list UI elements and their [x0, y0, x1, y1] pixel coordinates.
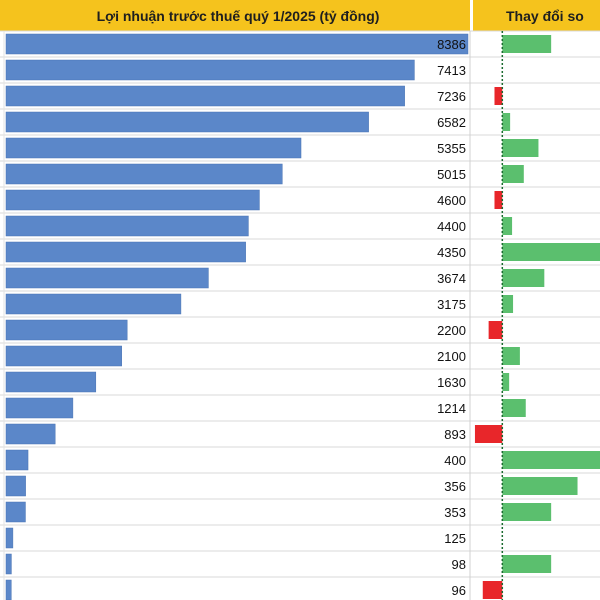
header-background: [0, 0, 600, 31]
profit-bar: [5, 345, 122, 367]
profit-value-label: 4400: [437, 219, 466, 234]
change-bar-positive: [502, 35, 552, 53]
profit-value-label: 125: [444, 531, 466, 546]
profit-bar: [5, 137, 302, 159]
change-bar-negative: [488, 321, 503, 339]
change-bar-positive: [502, 399, 526, 417]
profit-bar: [5, 241, 246, 263]
profit-value-label: 353: [444, 505, 466, 520]
profit-value-label: 4350: [437, 245, 466, 260]
profit-value-label: 8386: [437, 37, 466, 52]
profit-value-label: 5015: [437, 167, 466, 182]
change-bar-positive: [502, 217, 513, 235]
change-bar-positive: [502, 113, 511, 131]
change-bar-positive: [502, 139, 539, 157]
profit-bar: [5, 527, 14, 549]
change-bar-negative: [494, 87, 503, 105]
profit-bar: [5, 85, 405, 107]
profit-bar: [5, 475, 26, 497]
profit-value-label: 7236: [437, 89, 466, 104]
profit-bar: [5, 33, 469, 55]
profit-bar: [5, 189, 260, 211]
profit-bar: [5, 579, 12, 600]
profit-value-label: 5355: [437, 141, 466, 156]
profit-value-label: 1630: [437, 375, 466, 390]
profit-bar: [5, 111, 369, 133]
profit-value-label: 400: [444, 453, 466, 468]
change-bar-positive: [502, 243, 600, 261]
profit-value-label: 356: [444, 479, 466, 494]
chart-title: Lợi nhuận trước thuế quý 1/2025 (tỷ đồng…: [97, 8, 380, 24]
change-bar-negative: [482, 581, 503, 599]
change-bar-positive: [502, 451, 600, 469]
change-bar-positive: [502, 555, 552, 573]
change-bar-positive: [502, 503, 552, 521]
profit-bar: [5, 319, 128, 341]
profit-value-label: 3175: [437, 297, 466, 312]
profit-value-label: 2100: [437, 349, 466, 364]
profit-value-label: 6582: [437, 115, 466, 130]
change-bar-positive: [502, 165, 524, 183]
profit-value-label: 3674: [437, 271, 466, 286]
profit-bar: [5, 553, 12, 575]
profit-bar: [5, 397, 74, 419]
profit-value-label: 893: [444, 427, 466, 442]
profit-value-label: 1214: [437, 401, 466, 416]
change-bar-negative: [474, 425, 503, 443]
profit-value-label: 4600: [437, 193, 466, 208]
profit-bar: [5, 371, 97, 393]
profit-value-label: 2200: [437, 323, 466, 338]
profit-bar: [5, 423, 56, 445]
change-bar-negative: [494, 191, 503, 209]
profit-bar: [5, 59, 415, 81]
header-divider: [470, 0, 473, 31]
change-bar-positive: [502, 347, 520, 365]
profit-value-label: 7413: [437, 63, 466, 78]
profit-bar: [5, 215, 249, 237]
profit-bar: [5, 449, 29, 471]
profit-bar: [5, 163, 283, 185]
change-bar-positive: [502, 269, 545, 287]
change-bar-positive: [502, 477, 578, 495]
profit-value-label: 98: [452, 557, 466, 572]
profit-value-label: 96: [452, 583, 466, 598]
profit-bar: [5, 293, 182, 315]
profit-bar: [5, 267, 209, 289]
change-chart-title: Thay đổi so: [506, 8, 584, 24]
change-bar-positive: [502, 373, 510, 391]
profit-bar: [5, 501, 26, 523]
change-bar-positive: [502, 295, 514, 313]
